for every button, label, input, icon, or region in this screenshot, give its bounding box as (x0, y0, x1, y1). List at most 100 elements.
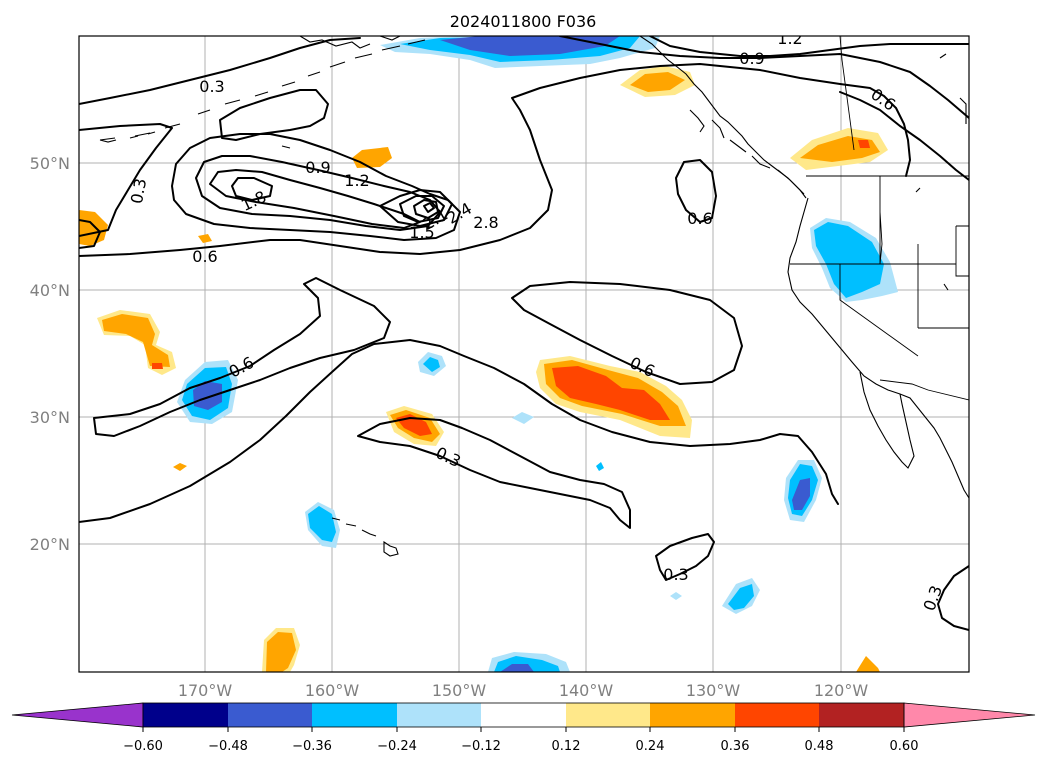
alaska-canada-border (839, 36, 855, 151)
negative-anomaly-125w-23n-center (792, 478, 810, 510)
colorbar-segment (228, 703, 312, 727)
positive-anomaly-165w-37n-core (102, 314, 170, 367)
colorbar-extend-high (903, 702, 1036, 728)
contour-label: 2.8 (473, 213, 498, 232)
contour-0.3-south (655, 533, 715, 581)
colorbar-tick-label: 0.36 (721, 739, 750, 754)
negative-anomaly-133w-16n (670, 592, 682, 600)
state-borders (790, 176, 969, 357)
positive-anomaly-small-42n (198, 234, 212, 243)
colorbar-segment (312, 703, 397, 727)
contour-1.8-east (379, 189, 453, 227)
lat-label: 20°N (30, 535, 70, 554)
contour-0.3-north (79, 37, 361, 105)
contour-2.1 (399, 195, 445, 223)
colorbar-tick-label: 0.12 (552, 739, 581, 754)
lat-label: 50°N (30, 154, 70, 173)
negative-anomaly-139w-26n (596, 462, 604, 471)
alaska-south-coast (299, 36, 805, 195)
colorbar-tick-label: 0.60 (890, 739, 919, 754)
us-west-coast (787, 197, 969, 499)
lon-label: 160°W (305, 681, 360, 700)
contour-label: 1.5 (409, 223, 434, 242)
positive-anomaly-165w-37n-center (152, 363, 163, 369)
colorbar-tick-label: −0.12 (461, 739, 501, 754)
contour-2.8 (423, 202, 435, 213)
contour-west-edge (79, 219, 101, 249)
contour-0.6-big (79, 63, 911, 257)
contour-2.4 (413, 199, 439, 219)
colorbar-tick-label: −0.24 (377, 739, 417, 754)
colorbar-extend-low (11, 702, 144, 728)
lat-label: 40°N (30, 281, 70, 300)
aleutian-islands (99, 39, 426, 141)
contour-label: 1.2 (777, 29, 802, 48)
map-title: 2024011800 F036 (450, 12, 597, 31)
lon-label: 130°W (686, 681, 741, 700)
positive-anomaly-tiny-26n (173, 463, 187, 471)
bc-islands (689, 109, 807, 199)
contour-0.6-outer-ring (219, 89, 329, 141)
political-borders (790, 36, 969, 401)
lat-label: 30°N (30, 408, 70, 427)
longitude-labels: 170°W 160°W 150°W 140°W 130°W 120°W (178, 681, 869, 700)
contour-1.2 (195, 155, 441, 231)
positive-anomaly-bottom-165w-core (266, 632, 296, 672)
lon-label: 150°W (432, 681, 487, 700)
colorbar-tick-labels: −0.60 −0.48 −0.36 −0.24 −0.12 0.12 0.24 … (123, 739, 918, 754)
colorbar-segment (566, 703, 650, 727)
contour-0.3-se (937, 565, 969, 631)
baja-california (859, 371, 915, 469)
colorbar-tick-label: 0.24 (636, 739, 665, 754)
contour-label: 0.6 (192, 247, 217, 266)
colorbar-ticks (142, 727, 905, 732)
lon-label: 140°W (559, 681, 614, 700)
colorbar-segment (481, 703, 566, 727)
colorbar-segment (143, 703, 228, 727)
colorbar-tick-label: 0.48 (805, 739, 834, 754)
negative-anomaly-162w-22n-core (308, 506, 336, 542)
colorbar-tick-label: −0.60 (123, 739, 163, 754)
colorbar-segment (735, 703, 819, 727)
colorbar-tick-label: −0.48 (208, 739, 248, 754)
colorbar-segment (819, 703, 904, 727)
map-panel (79, 36, 969, 672)
hawaii-islands (331, 517, 399, 557)
contour-0.6-mid (93, 277, 391, 437)
negative-anomaly-153w-35n-core (423, 357, 440, 372)
latitude-labels: 50°N 40°N 30°N 20°N (30, 154, 70, 554)
map-frame (78, 35, 970, 673)
contour-0.9-ne (649, 36, 969, 57)
contour-0.6-right-top (559, 36, 969, 119)
coastlines (99, 36, 969, 557)
negative-anomaly-bottom-145w-center (500, 664, 534, 672)
contour-0.6-ne-coast (839, 91, 969, 181)
colorbar-tick-label: −0.36 (292, 739, 332, 754)
colorbar-segment (650, 703, 735, 727)
map-content: 0.3 0.3 0.6 0.6 0.6 0.6 0.6 0.9 0.9 1.2 … (79, 29, 969, 672)
positive-anomaly-140w-32n-center (552, 366, 670, 420)
contour-0.3-outer (79, 123, 173, 237)
contour-label: 0.9 (739, 49, 764, 68)
positive-anomaly-west-edge (79, 210, 108, 246)
colorbar: −0.60 −0.48 −0.36 −0.24 −0.12 0.12 0.24 … (11, 702, 1036, 754)
negative-anomaly-146w-30n (512, 412, 534, 424)
negative-anomaly-gulf-alaska-center (440, 36, 620, 56)
lon-label: 120°W (814, 681, 869, 700)
contour-label: 1.2 (344, 171, 369, 190)
small-islands-nw (99, 53, 967, 291)
contour-lines (79, 36, 969, 631)
shaded-anomalies (79, 36, 898, 672)
positive-anomaly-panhandle-core (630, 72, 685, 92)
contour-label: 0.6 (687, 209, 712, 228)
positive-anomaly-bc-center (858, 140, 870, 148)
positive-anomaly-bottom-right (856, 656, 880, 672)
colorbar-segment (397, 703, 481, 727)
contour-0.3-mid (79, 339, 839, 529)
contour-label: 0.9 (305, 158, 330, 177)
us-mexico-border (879, 379, 969, 401)
negative-anomaly-128w-17n-core (728, 584, 754, 610)
contour-label: 0.3 (663, 565, 688, 584)
contour-0.6-east-ellipse (511, 281, 743, 385)
